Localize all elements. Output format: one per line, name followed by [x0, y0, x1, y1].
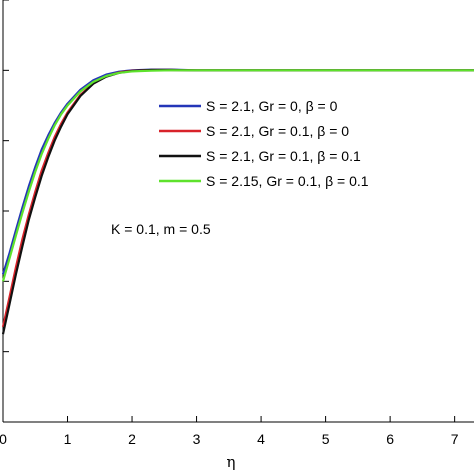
x-tick-label: 5 [322, 431, 330, 447]
x-tick-label: 3 [193, 431, 201, 447]
x-tick-label: 4 [257, 431, 265, 447]
x-tick-label: 1 [64, 431, 72, 447]
legend-label: S = 2.1, Gr = 0, β = 0 [206, 98, 338, 114]
x-axis-label: η [227, 453, 236, 471]
legend-label: S = 2.15, Gr = 0.1, β = 0.1 [206, 173, 369, 189]
chart-annotation: K = 0.1, m = 0.5 [111, 221, 211, 237]
x-tick-label: 2 [128, 431, 136, 447]
series-line [1, 69, 474, 282]
legend-label: S = 2.1, Gr = 0.1, β = 0 [206, 123, 349, 139]
series-lines [1, 68, 474, 335]
x-ticks: 0 1 2 3 4 5 6 7 [0, 416, 459, 447]
x-tick-label: 6 [386, 431, 394, 447]
x-tick-label: 7 [451, 431, 459, 447]
legend-label: S = 2.1, Gr = 0.1, β = 0.1 [206, 148, 361, 164]
legend: S = 2.1, Gr = 0, β = 0 S = 2.1, Gr = 0.1,… [159, 98, 369, 189]
x-tick-label: 0 [0, 431, 7, 447]
